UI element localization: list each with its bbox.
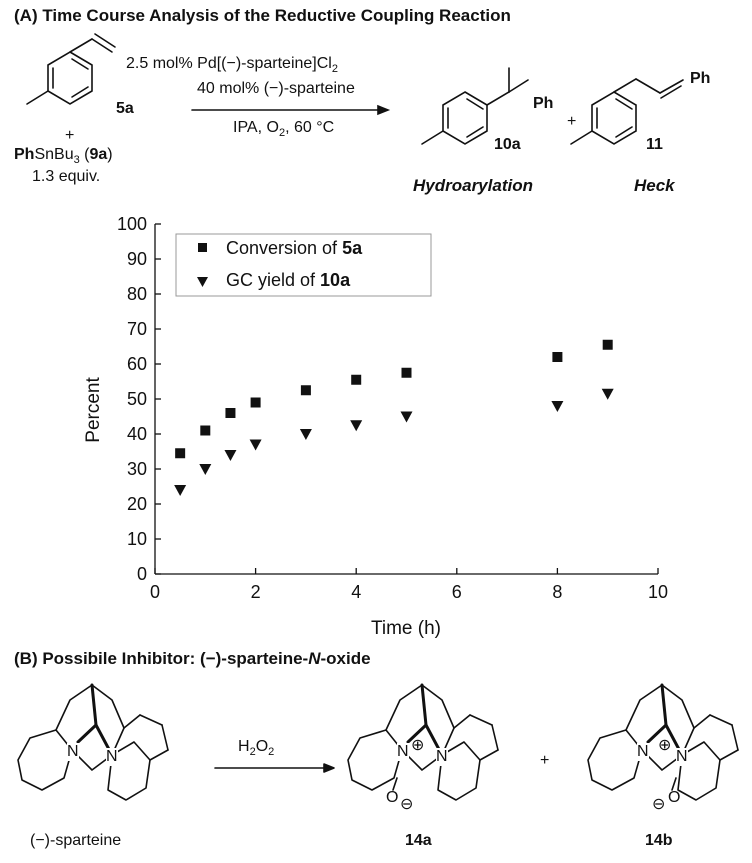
data-point-series-2 <box>174 485 187 496</box>
label-ph-11: Ph <box>690 70 711 87</box>
data-point-series-1 <box>300 385 311 396</box>
x-axis-label: Time (h) <box>371 618 441 639</box>
reagent-catalyst: 2.5 mol% Pd[(−)-sparteine]Cl2 <box>126 55 338 76</box>
sparteine-n1: N <box>67 743 79 761</box>
equiv-text: 1.3 equiv. <box>32 168 101 185</box>
label-14a: 14a <box>405 832 432 849</box>
reagent-ligand: 40 mol% (−)-sparteine <box>197 80 355 97</box>
plus-sign-products: + <box>567 113 577 130</box>
x-tick-label: 6 <box>452 582 462 602</box>
minus-charge-14b: ⊖ <box>652 796 666 813</box>
legend-series-2: GC yield of 10a <box>226 270 351 290</box>
reagent-h2o2: H2O2 <box>238 738 275 759</box>
y-tick-label: 100 <box>117 214 147 234</box>
structure-14a <box>347 683 499 801</box>
reaction-conditions: IPA, O2, 60 °C <box>233 119 335 140</box>
data-point-series-2 <box>249 439 262 451</box>
y-tick-label: 70 <box>127 319 147 339</box>
x-tick-label: 4 <box>351 582 361 602</box>
structure-14b <box>587 683 739 801</box>
data-point-series-1 <box>200 425 211 436</box>
chart-legend: Conversion of 5a GC yield of 10a <box>175 233 432 297</box>
y-tick-label: 50 <box>127 389 147 409</box>
legend-triangle-marker <box>197 277 208 287</box>
y-tick-label: 60 <box>127 354 147 374</box>
label-ph-10a: Ph <box>533 95 554 112</box>
y-tick-label: 90 <box>127 249 147 269</box>
data-point-series-1 <box>401 367 412 378</box>
x-tick-label: 2 <box>251 582 261 602</box>
n-oxide-14a-n2: N <box>436 748 448 766</box>
data-point-series-1 <box>602 339 613 350</box>
y-axis-label: Percent <box>83 377 104 443</box>
n-oxide-14a-n1: N <box>397 743 409 761</box>
data-point-series-1 <box>175 448 186 459</box>
y-tick-label: 20 <box>127 494 147 514</box>
plus-charge-14a: ⊕ <box>411 737 425 754</box>
oxygen-14b: O <box>668 789 681 806</box>
data-point-series-1 <box>351 374 362 385</box>
panel-b-title: (B) Possibile Inhibitor: (−)-sparteine-N… <box>14 649 371 668</box>
data-point-series-2 <box>601 388 614 400</box>
legend-square-marker <box>198 243 207 252</box>
x-tick-label: 8 <box>552 582 562 602</box>
label-10a: 10a <box>494 136 521 153</box>
y-tick-label: 10 <box>127 529 147 549</box>
y-tick-label: 30 <box>127 459 147 479</box>
structure-sparteine <box>17 683 169 801</box>
label-hydroarylation: Hydroarylation <box>413 176 533 195</box>
data-point-series-1 <box>225 408 236 418</box>
data-point-series-2 <box>299 429 312 440</box>
data-point-series-2 <box>400 411 413 423</box>
label-5a: 5a <box>116 100 134 117</box>
oxygen-14a: O <box>386 789 399 806</box>
plus-sign-a: + <box>65 127 75 144</box>
x-tick-label: 10 <box>648 582 668 602</box>
label-11: 11 <box>646 136 663 153</box>
minus-charge-14a: ⊖ <box>400 796 414 813</box>
label-sparteine: (−)-sparteine <box>30 832 122 849</box>
data-point-series-1 <box>250 397 261 408</box>
label-14b: 14b <box>645 832 673 849</box>
x-tick-label: 0 <box>150 582 160 602</box>
data-point-series-1 <box>552 352 563 362</box>
legend-series-1: Conversion of 5a <box>226 238 363 258</box>
y-tick-label: 0 <box>137 564 147 584</box>
data-point-series-2 <box>551 401 564 412</box>
n-oxide-14b-n2: N <box>676 748 688 766</box>
plus-sign-b: + <box>540 752 550 769</box>
plus-charge-14b: ⊕ <box>658 737 672 754</box>
panel-a-title: (A) Time Course Analysis of the Reductiv… <box>14 6 511 25</box>
data-point-series-2 <box>199 464 212 475</box>
coreagent-9a: PhSnBu3 (9a) <box>14 146 113 167</box>
label-heck: Heck <box>634 176 675 195</box>
structure-10a <box>421 67 529 145</box>
y-tick-label: 40 <box>127 424 147 444</box>
structure-5a <box>26 33 116 105</box>
data-point-series-2 <box>224 450 237 461</box>
data-point-series-2 <box>350 420 363 432</box>
sparteine-n2: N <box>106 748 118 766</box>
y-tick-label: 80 <box>127 284 147 304</box>
n-oxide-14b-n1: N <box>637 743 649 761</box>
structure-11 <box>570 78 684 145</box>
